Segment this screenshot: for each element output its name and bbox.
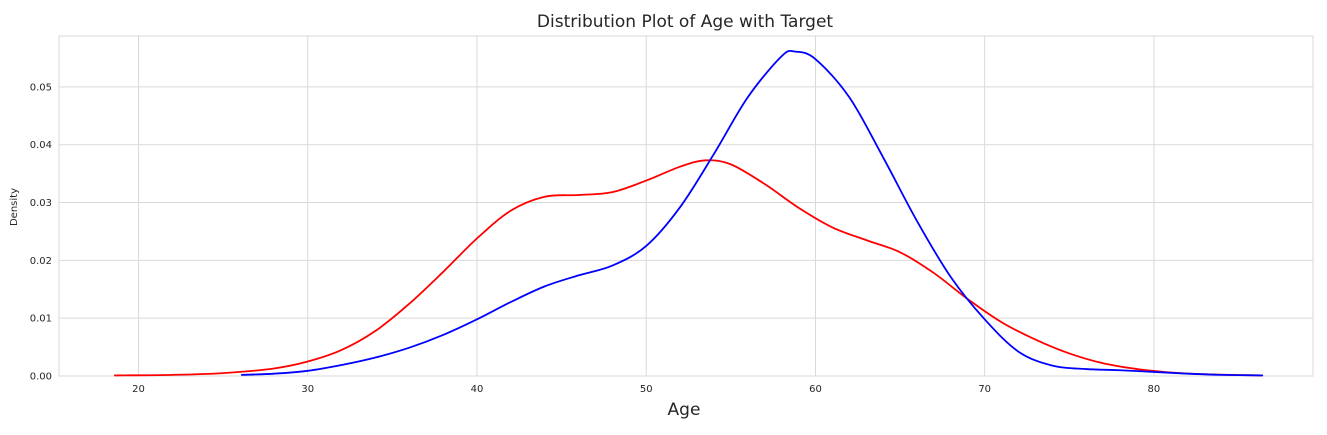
red-density-curve bbox=[113, 159, 1264, 377]
y-tick-label: 0.02 bbox=[30, 256, 52, 267]
chart-title: Distribution Plot of Age with Target bbox=[537, 12, 833, 32]
x-tick-label: 20 bbox=[132, 384, 145, 395]
y-tick-label: 0.01 bbox=[30, 314, 52, 325]
y-tick-label: 0.04 bbox=[30, 140, 52, 151]
x-axis-label: Age bbox=[668, 400, 701, 420]
x-tick-label: 50 bbox=[640, 384, 653, 395]
y-axis-label: Density bbox=[9, 188, 20, 226]
series-layer bbox=[113, 49, 1264, 377]
y-tick-label: 0.00 bbox=[30, 372, 52, 383]
x-tick-label: 40 bbox=[471, 384, 484, 395]
plot-frame bbox=[58, 35, 1314, 377]
y-tick-label: 0.05 bbox=[30, 82, 52, 93]
grid-lines bbox=[59, 36, 1313, 377]
x-tick-label: 30 bbox=[301, 384, 314, 395]
y-tick-label: 0.03 bbox=[30, 198, 52, 209]
blue-density-curve bbox=[240, 49, 1264, 377]
x-tick-label: 80 bbox=[1148, 384, 1161, 395]
x-tick-label: 70 bbox=[978, 384, 991, 395]
x-tick-label: 60 bbox=[809, 384, 822, 395]
tick-labels: 20 30 40 50 60 70 80 0.00 0.01 0.02 0.03 0.04 0.05 bbox=[30, 82, 1161, 395]
